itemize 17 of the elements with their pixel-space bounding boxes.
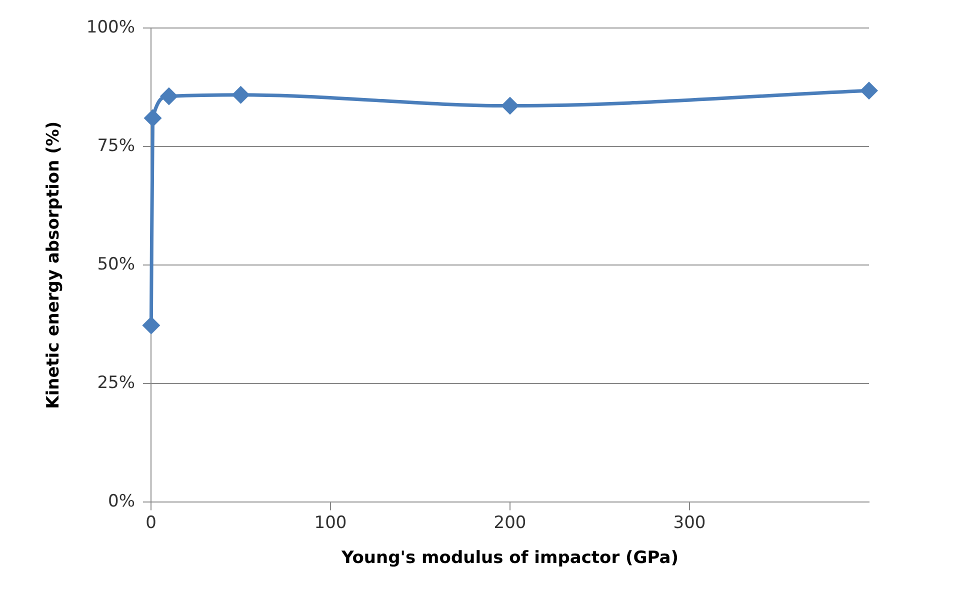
point [232,86,250,104]
point [142,316,160,334]
y-tick-label: 75% [97,136,135,156]
x-tick-label: 300 [673,512,706,533]
y-tick-label: 50% [97,254,135,275]
point [860,82,878,100]
x-tick-label: 0 [146,512,156,533]
y-tick-label: 0% [108,492,135,512]
y-tick-label: 25% [97,373,135,394]
y-axis-title: Kinetic energy absorption (%) [44,121,64,409]
point [144,109,162,128]
x-tick-label: 100 [314,512,347,533]
x-tick-label: 200 [494,512,526,533]
x-axis-title: Young's modulus of impactor (GPa) [340,548,679,568]
point [160,87,178,106]
point [501,96,519,115]
y-tick-label: 100% [86,17,135,38]
